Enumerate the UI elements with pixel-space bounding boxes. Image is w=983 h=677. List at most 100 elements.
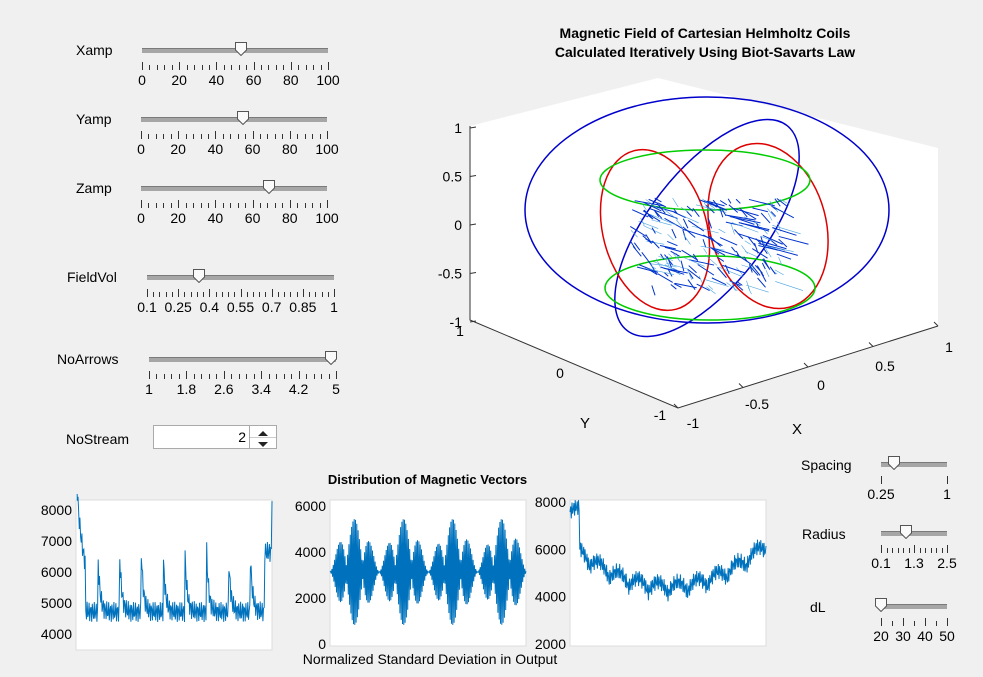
- z-tick-label: 0.5: [443, 169, 463, 185]
- field-arrow: [730, 223, 735, 235]
- field-arrow: [667, 233, 674, 241]
- slider-tick: [201, 65, 203, 70]
- nostream-spinner[interactable]: 2: [153, 425, 277, 449]
- slider-tick: [925, 618, 926, 626]
- slider-tick: [163, 374, 165, 379]
- field-arrow: [662, 208, 678, 220]
- slider-tick: [237, 203, 239, 208]
- slider-thumb[interactable]: [234, 42, 247, 57]
- noarrows-slider[interactable]: [149, 351, 338, 367]
- xamp-label: Xamp: [76, 42, 113, 58]
- field-arrow: [746, 280, 750, 291]
- field-arrow: [638, 220, 659, 229]
- slider-tick-label: 0.7: [261, 299, 282, 315]
- field-arrow: [765, 269, 770, 278]
- nostream-value[interactable]: 2: [238, 429, 246, 445]
- field-arrow: [733, 207, 759, 217]
- axis-tick-mark: [738, 383, 744, 388]
- slider-track[interactable]: [881, 531, 947, 536]
- slider-thumb[interactable]: [263, 180, 276, 195]
- field-arrow: [756, 222, 760, 230]
- slider-tick: [237, 134, 239, 139]
- slider-tick: [304, 134, 306, 139]
- field-arrow: [657, 273, 673, 283]
- slider-tick: [156, 65, 158, 70]
- slider-tick: [252, 200, 254, 208]
- panel-y-tick-label: 6000: [295, 498, 326, 514]
- slider-track[interactable]: [141, 186, 327, 191]
- x-axis-ticks: -1 -0.5 0 0.5 1: [673, 321, 953, 431]
- slider-tick: [297, 134, 299, 139]
- field-arrow: [649, 214, 677, 226]
- field-arrow: [654, 206, 677, 213]
- slider-tick: [328, 62, 329, 70]
- spinner-up-button[interactable]: [250, 426, 276, 438]
- xamp-ticks: 0 20 40 60 80 100: [138, 62, 340, 88]
- slider-tick: [320, 65, 322, 70]
- slider-thumb[interactable]: [192, 269, 205, 284]
- zamp-slider[interactable]: [141, 180, 327, 196]
- field-arrow: [636, 266, 657, 273]
- slider-track[interactable]: [881, 462, 947, 467]
- slider-tick: [149, 65, 151, 70]
- caret-up-icon: [258, 431, 268, 436]
- slider-tick: [200, 203, 202, 208]
- field-arrow: [683, 256, 705, 267]
- xamp-slider[interactable]: [142, 42, 328, 58]
- slider-thumb[interactable]: [237, 111, 250, 126]
- slider-tick: [231, 65, 233, 70]
- slider-tick: [223, 371, 225, 379]
- slider-tick-label: 3.4: [251, 381, 271, 397]
- yamp-ticks: 0 20 40 60 80 100: [137, 131, 339, 157]
- slider-tick: [178, 289, 180, 297]
- slider-track[interactable]: [141, 117, 327, 122]
- z-tick-label: 1: [454, 120, 462, 136]
- slider-tick-label: 60: [245, 72, 262, 88]
- slider-tick: [327, 200, 328, 208]
- helmholtz-3d-plot[interactable]: Magnetic Field of Cartesian Helmholtz Co…: [420, 18, 965, 448]
- field-arrow: [760, 212, 771, 224]
- slider-tick-label: 20: [170, 141, 186, 157]
- slider-thumb[interactable]: [875, 598, 887, 613]
- axis-tick-mark: [469, 320, 477, 323]
- spinner-down-button[interactable]: [250, 437, 276, 448]
- slider-tick: [171, 65, 173, 70]
- field-arrow: [659, 245, 676, 250]
- slider-thumb[interactable]: [325, 351, 338, 366]
- slider-tick: [149, 371, 150, 379]
- panel-y-tick-label: 4000: [295, 544, 326, 560]
- slider-thumb[interactable]: [899, 525, 912, 540]
- slider-tick: [290, 292, 292, 297]
- field-arrow: [702, 239, 707, 248]
- x-tick-label: -0.5: [745, 396, 769, 412]
- slider-thumb[interactable]: [888, 456, 901, 471]
- radius-slider[interactable]: [881, 525, 947, 541]
- slider-tick: [947, 476, 948, 484]
- slider-tick-label: 0: [137, 210, 145, 226]
- spacing-slider[interactable]: [881, 456, 947, 472]
- slider-tick: [267, 134, 269, 139]
- field-arrow: [631, 209, 649, 218]
- slider-tick: [164, 65, 166, 70]
- panel2-y-ticks: 6000 4000 2000 0: [295, 498, 326, 652]
- field-arrow: [664, 258, 670, 267]
- slider-tick: [222, 134, 224, 139]
- slider-track[interactable]: [149, 357, 336, 362]
- slider-tick: [223, 65, 225, 70]
- slider-track[interactable]: [881, 604, 947, 609]
- slider-track[interactable]: [147, 275, 334, 280]
- slider-tick: [302, 289, 304, 297]
- dl-slider[interactable]: [875, 598, 947, 614]
- axis-tick-mark: [803, 362, 809, 368]
- slider-tick: [216, 374, 218, 379]
- yamp-slider[interactable]: [141, 111, 327, 127]
- field-arrow: [696, 283, 710, 292]
- field-arrow: [729, 280, 741, 287]
- fieldvol-slider[interactable]: [147, 269, 334, 285]
- slider-tick: [275, 65, 277, 70]
- field-arrow: [718, 266, 743, 278]
- fieldvol-ticks: 0.1 0.25 0.4 0.55 0.7 0.85 1: [137, 289, 338, 315]
- slider-tick: [186, 65, 188, 70]
- slider-tick: [193, 374, 195, 379]
- field-arrow: [670, 250, 680, 257]
